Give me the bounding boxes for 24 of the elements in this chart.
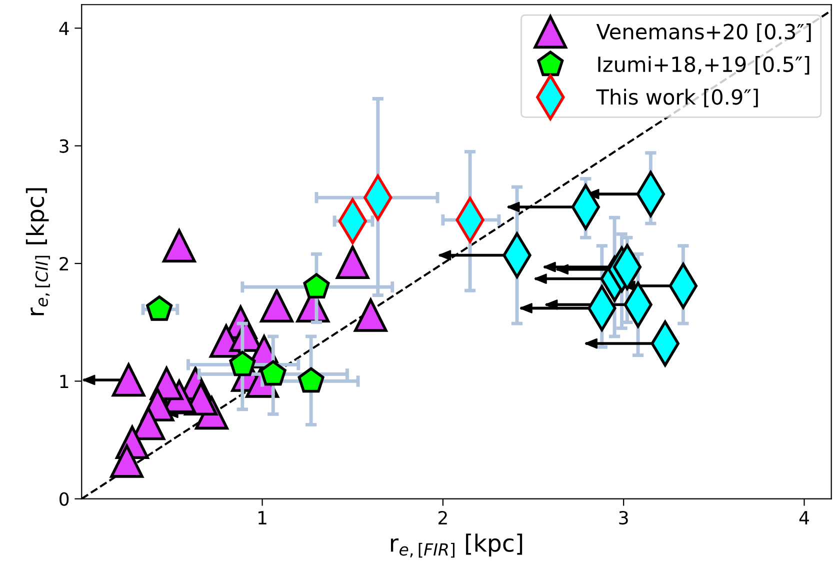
point [298, 367, 324, 393]
y-tick-label: 4 [59, 22, 69, 36]
legend-label: This work [0.9″] [596, 88, 758, 108]
point [260, 289, 294, 323]
legend-label: Izumi+18,+19 [0.5″] [598, 56, 810, 75]
point [162, 229, 196, 263]
point [354, 298, 388, 332]
y-tick-label: 3 [60, 139, 68, 153]
legend-label: Venemans+20 [0.3″] [596, 23, 811, 42]
x-tick-label: 2 [438, 510, 447, 524]
point [112, 363, 146, 397]
y-tick-label: 2 [60, 256, 68, 270]
x-tick-label: 3 [619, 510, 628, 525]
y-tick-label: 1 [60, 374, 68, 388]
point [336, 246, 370, 279]
y-axis-title: r$_{e,[CII]}$ [kpc] [26, 188, 50, 316]
x-tick-label: 4 [799, 511, 809, 524]
point [303, 273, 330, 299]
point [110, 444, 144, 478]
y-tick-label: 0 [60, 492, 69, 506]
x-tick-label: 1 [258, 511, 266, 524]
point [146, 295, 173, 321]
point [229, 350, 256, 376]
x-axis-title: r$_{e,[FIR]}$ [kpc] [390, 534, 522, 558]
